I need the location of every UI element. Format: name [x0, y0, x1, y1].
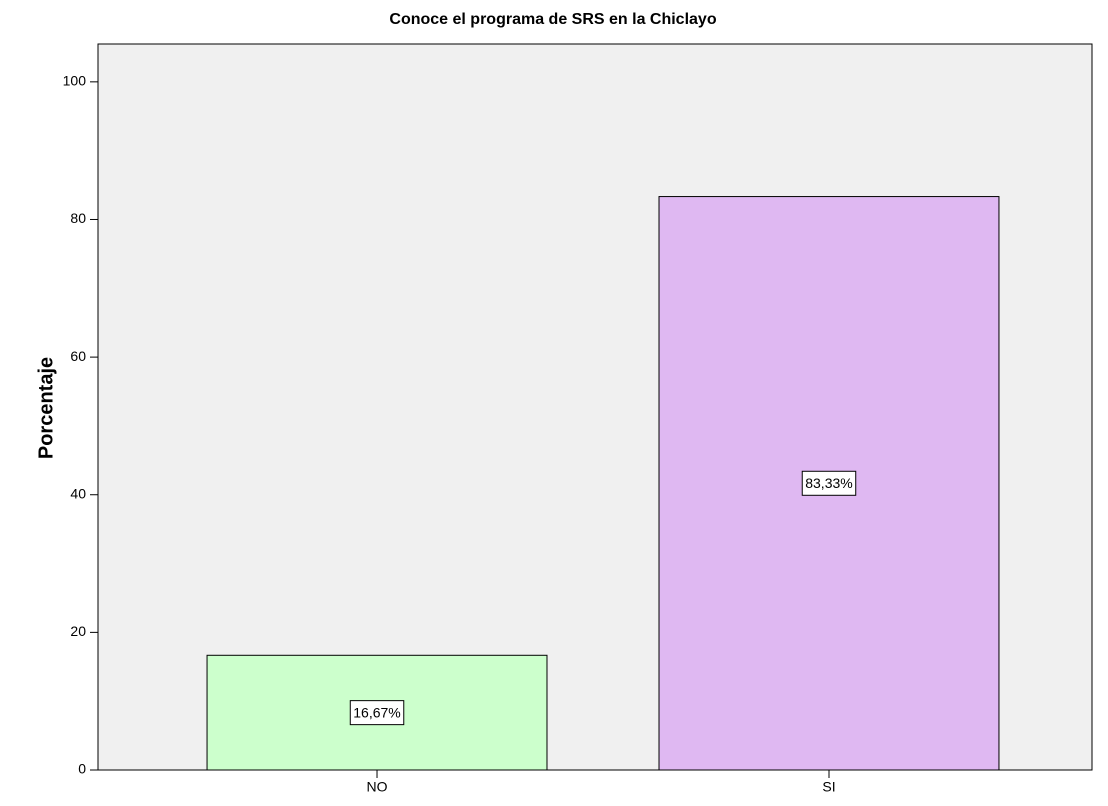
x-tick-label: NO: [367, 779, 388, 795]
value-label-box: [349, 700, 405, 726]
chart-title: Conoce el programa de SRS en la Chiclayo: [389, 11, 716, 28]
y-tick-label: 100: [63, 73, 87, 89]
y-tick-label: 80: [70, 210, 86, 226]
y-axis-label: Porcentaje: [35, 357, 57, 459]
y-tick-label: 60: [70, 348, 86, 364]
y-tick-label: 20: [70, 623, 86, 639]
value-label-box: [801, 470, 857, 496]
y-tick-label: 40: [70, 485, 86, 501]
y-tick-label: 0: [78, 761, 86, 777]
x-tick-label: SI: [822, 779, 835, 795]
value-label: 83,33%: [805, 475, 852, 491]
value-label: 16,67%: [353, 704, 400, 720]
